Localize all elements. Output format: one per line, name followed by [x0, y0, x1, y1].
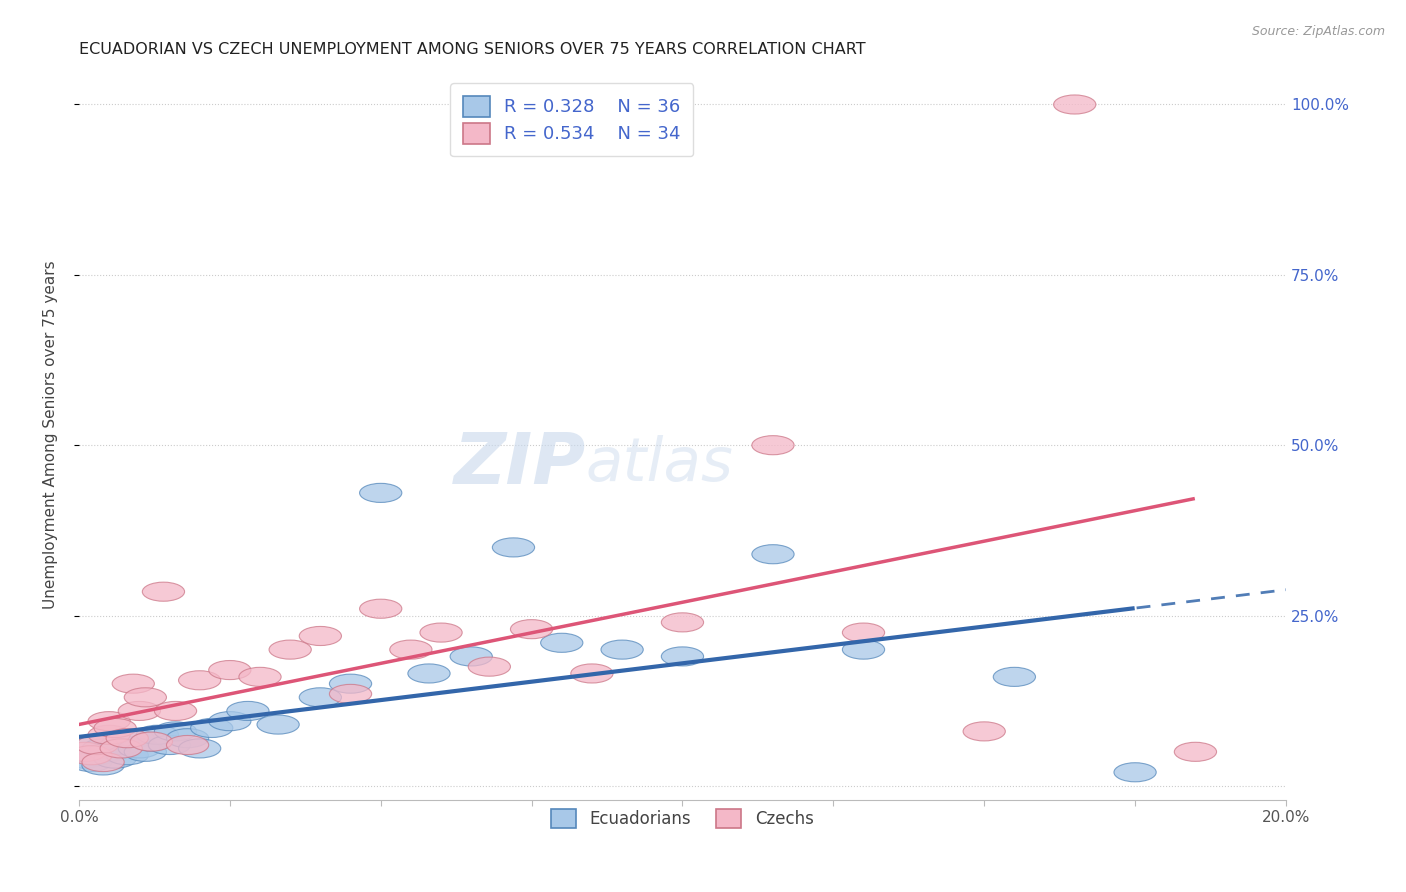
Ellipse shape: [541, 633, 583, 652]
Ellipse shape: [360, 599, 402, 618]
Ellipse shape: [257, 715, 299, 734]
Ellipse shape: [208, 660, 250, 680]
Ellipse shape: [70, 746, 112, 764]
Ellipse shape: [1114, 763, 1156, 781]
Ellipse shape: [842, 623, 884, 642]
Ellipse shape: [389, 640, 432, 659]
Ellipse shape: [360, 483, 402, 502]
Ellipse shape: [329, 684, 371, 704]
Ellipse shape: [179, 739, 221, 758]
Ellipse shape: [94, 749, 136, 768]
Ellipse shape: [752, 435, 794, 455]
Ellipse shape: [118, 739, 160, 758]
Ellipse shape: [661, 647, 703, 666]
Ellipse shape: [408, 664, 450, 683]
Ellipse shape: [124, 688, 166, 706]
Ellipse shape: [179, 671, 221, 690]
Ellipse shape: [993, 667, 1035, 687]
Ellipse shape: [82, 753, 124, 772]
Ellipse shape: [208, 712, 250, 731]
Ellipse shape: [94, 718, 136, 738]
Text: atlas: atlas: [586, 434, 734, 493]
Ellipse shape: [76, 736, 118, 755]
Text: ECUADORIAN VS CZECH UNEMPLOYMENT AMONG SENIORS OVER 75 YEARS CORRELATION CHART: ECUADORIAN VS CZECH UNEMPLOYMENT AMONG S…: [79, 42, 866, 57]
Ellipse shape: [571, 664, 613, 683]
Y-axis label: Unemployment Among Seniors over 75 years: Unemployment Among Seniors over 75 years: [44, 260, 58, 609]
Ellipse shape: [510, 620, 553, 639]
Ellipse shape: [112, 674, 155, 693]
Ellipse shape: [155, 722, 197, 741]
Ellipse shape: [142, 582, 184, 601]
Ellipse shape: [76, 746, 118, 764]
Ellipse shape: [124, 742, 166, 762]
Ellipse shape: [842, 640, 884, 659]
Ellipse shape: [89, 725, 131, 744]
Ellipse shape: [136, 725, 179, 744]
Ellipse shape: [468, 657, 510, 676]
Text: Source: ZipAtlas.com: Source: ZipAtlas.com: [1251, 25, 1385, 38]
Ellipse shape: [82, 756, 124, 775]
Ellipse shape: [329, 674, 371, 693]
Text: ZIP: ZIP: [454, 430, 586, 499]
Ellipse shape: [118, 701, 160, 721]
Legend: Ecuadorians, Czechs: Ecuadorians, Czechs: [544, 802, 820, 835]
Ellipse shape: [105, 729, 149, 747]
Ellipse shape: [269, 640, 311, 659]
Ellipse shape: [100, 736, 142, 755]
Ellipse shape: [63, 742, 105, 762]
Ellipse shape: [131, 732, 173, 751]
Ellipse shape: [661, 613, 703, 632]
Ellipse shape: [492, 538, 534, 557]
Ellipse shape: [1174, 742, 1216, 762]
Ellipse shape: [450, 647, 492, 666]
Ellipse shape: [89, 712, 131, 731]
Ellipse shape: [63, 749, 105, 768]
Ellipse shape: [131, 732, 173, 751]
Ellipse shape: [105, 746, 149, 764]
Ellipse shape: [299, 688, 342, 706]
Ellipse shape: [752, 545, 794, 564]
Ellipse shape: [149, 736, 191, 755]
Ellipse shape: [963, 722, 1005, 741]
Ellipse shape: [70, 753, 112, 772]
Ellipse shape: [1053, 95, 1095, 114]
Ellipse shape: [166, 729, 208, 747]
Ellipse shape: [112, 729, 155, 747]
Ellipse shape: [76, 736, 118, 755]
Ellipse shape: [600, 640, 643, 659]
Ellipse shape: [155, 701, 197, 721]
Ellipse shape: [82, 739, 124, 758]
Ellipse shape: [239, 667, 281, 687]
Ellipse shape: [299, 626, 342, 646]
Ellipse shape: [89, 742, 131, 762]
Ellipse shape: [226, 701, 269, 721]
Ellipse shape: [100, 739, 142, 758]
Ellipse shape: [191, 718, 233, 738]
Ellipse shape: [420, 623, 463, 642]
Ellipse shape: [166, 736, 208, 755]
